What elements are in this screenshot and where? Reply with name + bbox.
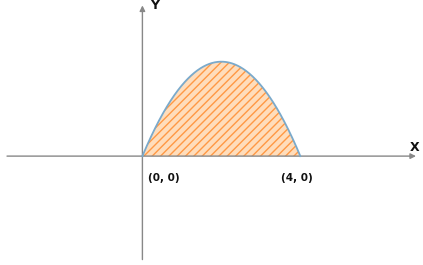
Text: X: X — [410, 141, 420, 154]
Text: (0, 0): (0, 0) — [148, 173, 180, 183]
Text: (4, 0): (4, 0) — [280, 173, 312, 183]
Text: Y: Y — [150, 0, 159, 11]
